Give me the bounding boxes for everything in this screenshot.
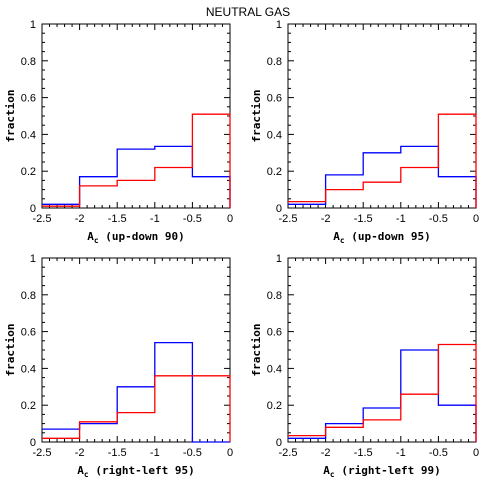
x-tick-label: 0: [227, 213, 233, 225]
y-axis-label: fraction: [250, 324, 263, 377]
y-axis-label: fraction: [4, 324, 17, 377]
x-tick-label: -2.5: [279, 213, 298, 225]
x-tick-label: -2.5: [33, 447, 52, 459]
y-tick-label: 0.6: [21, 327, 36, 339]
x-tick-label: -2.5: [33, 213, 52, 225]
y-tick-label: 0.2: [21, 400, 36, 412]
histogram-series-blue: [42, 341, 230, 443]
x-tick-label: 0: [473, 213, 479, 225]
y-tick-label: 0.6: [21, 93, 36, 105]
x-tick-label: 0: [473, 447, 479, 459]
y-axis-label: fraction: [250, 90, 263, 143]
histogram-panel-3: -2.5 -2 -1.5 -1 -0.5 0 0 0.2 0.4 0.6 0.8 1 Ac (right…: [4, 253, 233, 479]
y-tick-label: 0.2: [267, 166, 282, 178]
y-tick-label: 0: [276, 437, 282, 449]
y-tick-label: 1: [276, 19, 282, 31]
x-tick-label: -1: [396, 447, 406, 459]
y-tick-label: 0.8: [267, 290, 282, 302]
x-tick-label: 0: [227, 447, 233, 459]
x-tick-label: -1.5: [354, 447, 373, 459]
y-tick-label: 0.4: [267, 363, 282, 375]
histogram-series-red: [288, 113, 477, 208]
y-tick-label: 0.6: [267, 327, 282, 339]
histogram-series-red: [288, 343, 477, 442]
y-tick-label: 1: [276, 253, 282, 265]
plot-frame: [41, 257, 231, 443]
x-tick-label: -1.5: [354, 213, 373, 225]
histogram-series-red: [42, 113, 231, 208]
y-axis-label: fraction: [4, 90, 17, 143]
plot-frame: [287, 23, 477, 209]
x-axis-label: Ac (right-left 95): [77, 464, 194, 479]
y-tick-label: 0: [30, 437, 36, 449]
y-tick-label: 0.4: [21, 363, 36, 375]
x-tick-label: -2: [75, 213, 85, 225]
y-tick-label: 0.8: [267, 56, 282, 68]
y-tick-label: 0.8: [21, 56, 36, 68]
y-tick-label: 0.8: [21, 290, 36, 302]
y-tick-label: 0.2: [21, 166, 36, 178]
x-axis-label: Ac (up-down 90): [87, 230, 185, 245]
x-tick-label: -2: [75, 447, 85, 459]
x-tick-label: -1: [150, 447, 160, 459]
y-tick-label: 0: [30, 203, 36, 215]
x-tick-label: -2: [321, 213, 331, 225]
x-tick-label: -2.5: [279, 447, 298, 459]
y-tick-label: 0.6: [267, 93, 282, 105]
x-tick-label: -1.5: [108, 213, 127, 225]
histogram-panel-4: -2.5 -2 -1.5 -1 -0.5 0 0 0.2 0.4 0.6 0.8 1 Ac (right…: [250, 253, 479, 479]
x-tick-label: -2: [321, 447, 331, 459]
histogram-series-blue: [288, 145, 477, 208]
x-tick-label: -1: [396, 213, 406, 225]
x-axis-label: Ac (right-left 99): [323, 464, 440, 479]
plot-frame: [287, 257, 477, 443]
x-tick-label: -0.5: [183, 447, 202, 459]
y-tick-label: 1: [30, 19, 36, 31]
x-tick-label: -1: [150, 213, 160, 225]
y-tick-label: 0.4: [21, 129, 36, 141]
x-tick-label: -0.5: [429, 213, 448, 225]
x-tick-label: -0.5: [183, 213, 202, 225]
y-tick-label: 0.2: [267, 400, 282, 412]
y-tick-label: 0: [276, 203, 282, 215]
y-tick-label: 0.4: [267, 129, 282, 141]
histogram-panel-1: -2.5 -2 -1.5 -1 -0.5 0 0 0.2 0.4 0.6 0.8 1 Ac (up-do…: [4, 19, 233, 245]
x-tick-label: -0.5: [429, 447, 448, 459]
figure-title: NEUTRAL GAS: [206, 5, 290, 19]
x-tick-label: -1.5: [108, 447, 127, 459]
histogram-series-blue: [42, 145, 231, 208]
x-axis-label: Ac (up-down 95): [333, 230, 431, 245]
histogram-series-blue: [288, 349, 477, 442]
histogram-series-red: [42, 375, 231, 442]
y-tick-label: 1: [30, 253, 36, 265]
histogram-panel-2: -2.5 -2 -1.5 -1 -0.5 0 0 0.2 0.4 0.6 0.8 1 Ac (up-do…: [250, 19, 479, 245]
